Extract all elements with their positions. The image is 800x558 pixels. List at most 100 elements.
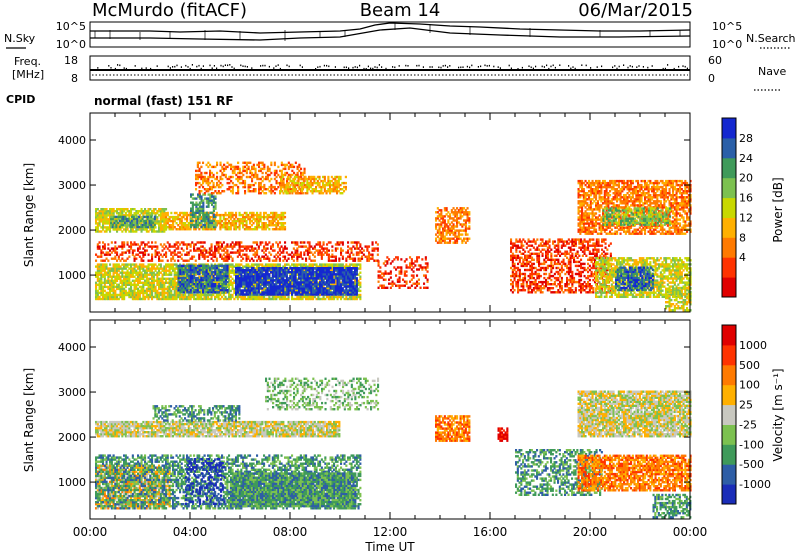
nave-dot <box>432 66 433 68</box>
heatmap-cell <box>202 291 204 293</box>
heatmap-cell <box>99 296 101 298</box>
heatmap-cell <box>298 281 300 283</box>
heatmap-cell <box>335 256 337 258</box>
heatmap-cell <box>116 228 118 230</box>
heatmap-cell <box>347 281 349 283</box>
n-sky-tick-low: 10^0 <box>56 38 86 51</box>
heatmap-cell <box>216 275 218 277</box>
heatmap-cell <box>223 267 225 269</box>
heatmap-cell <box>223 273 225 275</box>
nave-dot <box>678 66 679 68</box>
heatmap-cell <box>256 254 258 256</box>
nave-dot <box>407 65 408 67</box>
heatmap-cell <box>323 281 325 283</box>
heatmap-cell <box>331 249 333 251</box>
heatmap-cell <box>354 296 356 298</box>
heatmap-cell <box>354 241 356 243</box>
heatmap-cell <box>342 241 344 243</box>
heatmap-cell <box>347 273 349 275</box>
heatmap-cell <box>359 290 361 292</box>
heatmap-cell <box>351 241 353 243</box>
heatmap-cell <box>375 247 377 249</box>
heatmap-cell <box>272 243 274 245</box>
heatmap-cell <box>127 292 129 294</box>
nave-dot <box>612 67 613 69</box>
heatmap-cell <box>162 270 164 272</box>
heatmap-cell <box>228 214 230 216</box>
heatmap-cell <box>107 260 109 262</box>
heatmap-cell <box>344 298 346 300</box>
heatmap-cell <box>298 267 300 269</box>
heatmap-cell <box>198 254 200 256</box>
heatmap-cell <box>281 289 283 291</box>
heatmap-cell <box>202 249 204 251</box>
heatmap-cell <box>95 260 97 262</box>
heatmap-cell <box>281 267 283 269</box>
heatmap-cell <box>330 291 332 293</box>
heatmap-cell <box>170 290 172 292</box>
heatmap-cell <box>221 256 223 258</box>
nave-dot <box>216 68 217 70</box>
heatmap-cell <box>319 298 321 300</box>
heatmap-cell <box>235 275 237 277</box>
heatmap-cell <box>151 210 153 212</box>
nave-dot <box>181 66 182 68</box>
heatmap-cell <box>319 267 321 269</box>
heatmap-cell <box>253 289 255 291</box>
heatmap-cell <box>267 289 269 291</box>
nave-dot <box>326 65 327 67</box>
heatmap-cell <box>267 247 269 249</box>
heatmap-cell <box>316 249 318 251</box>
heatmap-cell <box>239 281 241 283</box>
nave-dot <box>220 65 221 67</box>
heatmap-cell <box>151 270 153 272</box>
nave-dot <box>223 66 224 68</box>
heatmap-cell <box>309 256 311 258</box>
heatmap-cell <box>181 283 183 285</box>
heatmap-cell <box>144 265 146 267</box>
heatmap-cell <box>109 270 111 272</box>
heatmap-cell <box>158 214 160 216</box>
heatmap-cell <box>225 283 227 285</box>
heatmap-cell <box>211 245 213 247</box>
heatmap-cell <box>102 214 104 216</box>
nave-dot <box>214 65 215 67</box>
heatmap-cell <box>198 247 200 249</box>
heatmap-cell <box>202 245 204 247</box>
heatmap-cell <box>235 212 237 214</box>
heatmap-cell <box>358 247 360 249</box>
heatmap-cell <box>375 260 377 262</box>
heatmap-cell <box>209 275 211 277</box>
heatmap-cell <box>162 286 164 288</box>
heatmap-cell <box>302 281 304 283</box>
nave-dot <box>581 64 582 66</box>
heatmap-cell <box>337 241 339 243</box>
heatmap-cell <box>174 260 176 262</box>
heatmap-cell <box>274 260 276 262</box>
heatmap-cell <box>218 241 220 243</box>
heatmap-cell <box>216 265 218 267</box>
heatmap-cell <box>337 289 339 291</box>
heatmap-cell <box>342 256 344 258</box>
heatmap-cell <box>95 272 97 274</box>
heatmap-cell <box>281 251 283 253</box>
heatmap-cell <box>267 287 269 289</box>
heatmap-cell <box>188 243 190 245</box>
heatmap-cell <box>270 271 272 273</box>
heatmap-cell <box>368 254 370 256</box>
heatmap-cell <box>226 249 228 251</box>
heatmap-cell <box>99 286 101 288</box>
heatmap-cell <box>144 296 146 298</box>
heatmap-cell <box>246 289 248 291</box>
heatmap-cell <box>109 263 111 265</box>
nave-dot <box>630 65 631 67</box>
heatmap-cell <box>246 267 248 269</box>
heatmap-cell <box>358 251 360 253</box>
heatmap-cell <box>162 228 164 230</box>
heatmap-cell <box>116 260 118 262</box>
heatmap-cell <box>232 278 234 280</box>
heatmap-cell <box>295 298 297 300</box>
nave-dot <box>555 67 556 69</box>
heatmap-cell <box>188 254 190 256</box>
heatmap-cell <box>190 275 192 277</box>
